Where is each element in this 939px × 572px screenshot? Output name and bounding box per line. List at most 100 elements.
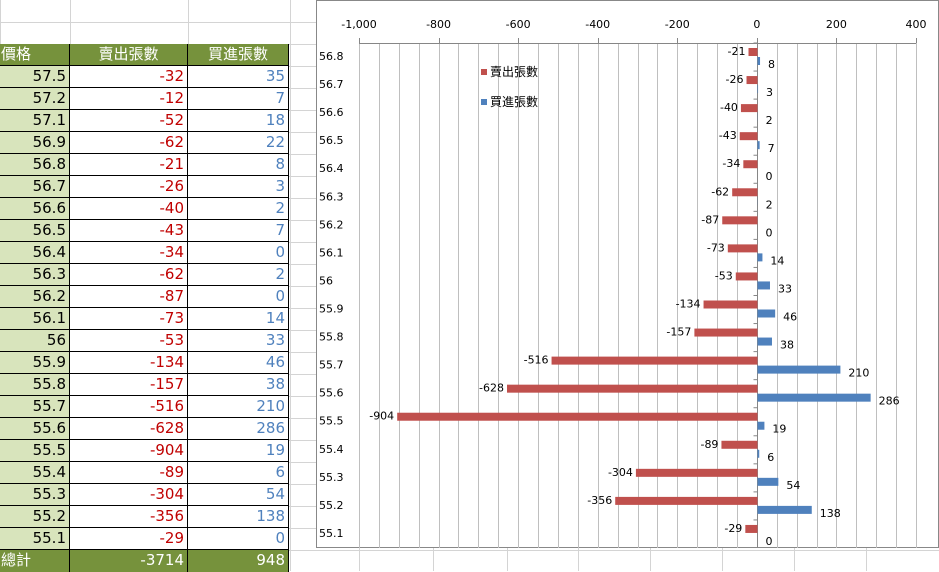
row-buy-lots[interactable]: 286 bbox=[188, 418, 289, 440]
row-buy-lots[interactable]: 14 bbox=[188, 308, 289, 330]
row-price[interactable]: 56.8 bbox=[0, 154, 70, 176]
sell-bar[interactable] bbox=[397, 413, 757, 421]
row-sell-lots[interactable]: -304 bbox=[70, 484, 188, 506]
header-sell-lots[interactable]: 賣出張數 bbox=[70, 44, 188, 66]
row-price[interactable]: 55.1 bbox=[0, 528, 70, 550]
row-price[interactable]: 56.4 bbox=[0, 242, 70, 264]
row-price[interactable]: 55.6 bbox=[0, 418, 70, 440]
row-buy-lots[interactable]: 18 bbox=[188, 110, 289, 132]
row-buy-lots[interactable]: 0 bbox=[188, 242, 289, 264]
row-sell-lots[interactable]: -43 bbox=[70, 220, 188, 242]
header-price[interactable]: 價格 bbox=[0, 44, 70, 66]
row-sell-lots[interactable]: -29 bbox=[70, 528, 188, 550]
sell-bar[interactable] bbox=[741, 104, 758, 112]
sell-bar[interactable] bbox=[747, 76, 758, 84]
row-buy-lots[interactable]: 35 bbox=[188, 66, 289, 88]
row-sell-lots[interactable]: -73 bbox=[70, 308, 188, 330]
row-buy-lots[interactable]: 46 bbox=[188, 352, 289, 374]
row-buy-lots[interactable]: 0 bbox=[188, 528, 289, 550]
row-buy-lots[interactable]: 210 bbox=[188, 396, 289, 418]
row-price[interactable]: 57.2 bbox=[0, 88, 70, 110]
row-buy-lots[interactable]: 22 bbox=[188, 132, 289, 154]
row-buy-lots[interactable]: 19 bbox=[188, 440, 289, 462]
row-price[interactable]: 55.2 bbox=[0, 506, 70, 528]
row-buy-lots[interactable]: 2 bbox=[188, 198, 289, 220]
buy-bar[interactable] bbox=[758, 338, 772, 346]
row-price[interactable]: 56.3 bbox=[0, 264, 70, 286]
row-sell-lots[interactable]: -53 bbox=[70, 330, 188, 352]
sell-bar[interactable] bbox=[636, 469, 758, 477]
row-sell-lots[interactable]: -32 bbox=[70, 66, 188, 88]
row-buy-lots[interactable]: 6 bbox=[188, 462, 289, 484]
row-price[interactable]: 55.5 bbox=[0, 440, 70, 462]
row-sell-lots[interactable]: -62 bbox=[70, 132, 188, 154]
sell-bar[interactable] bbox=[743, 160, 757, 168]
row-price[interactable]: 56.5 bbox=[0, 220, 70, 242]
header-buy-lots[interactable]: 買進張數 bbox=[188, 44, 289, 66]
row-sell-lots[interactable]: -21 bbox=[70, 154, 188, 176]
buy-bar[interactable] bbox=[758, 366, 841, 374]
sell-bar[interactable] bbox=[749, 48, 758, 56]
row-buy-lots[interactable]: 0 bbox=[188, 286, 289, 308]
buy-bar[interactable] bbox=[758, 253, 763, 261]
row-sell-lots[interactable]: -62 bbox=[70, 264, 188, 286]
row-sell-lots[interactable]: -40 bbox=[70, 198, 188, 220]
buy-bar[interactable] bbox=[758, 57, 761, 65]
row-price[interactable]: 56.7 bbox=[0, 176, 70, 198]
row-price[interactable]: 57.1 bbox=[0, 110, 70, 132]
row-sell-lots[interactable]: -628 bbox=[70, 418, 188, 440]
buy-bar[interactable] bbox=[758, 85, 759, 93]
row-price[interactable]: 56 bbox=[0, 330, 70, 352]
row-price[interactable]: 56.2 bbox=[0, 286, 70, 308]
row-sell-lots[interactable]: -904 bbox=[70, 440, 188, 462]
sell-bar[interactable] bbox=[740, 132, 758, 140]
row-buy-lots[interactable]: 38 bbox=[188, 374, 289, 396]
row-buy-lots[interactable]: 7 bbox=[188, 220, 289, 242]
sell-bar[interactable] bbox=[722, 216, 757, 224]
row-sell-lots[interactable]: -52 bbox=[70, 110, 188, 132]
row-buy-lots[interactable]: 8 bbox=[188, 154, 289, 176]
sell-bar[interactable] bbox=[728, 244, 758, 252]
sell-bar[interactable] bbox=[694, 329, 757, 337]
buy-bar[interactable] bbox=[758, 281, 770, 289]
row-sell-lots[interactable]: -356 bbox=[70, 506, 188, 528]
row-sell-lots[interactable]: -89 bbox=[70, 462, 188, 484]
row-sell-lots[interactable]: -516 bbox=[70, 396, 188, 418]
row-price[interactable]: 55.7 bbox=[0, 396, 70, 418]
sell-bar[interactable] bbox=[745, 525, 757, 533]
sell-bar[interactable] bbox=[736, 272, 758, 280]
row-price[interactable]: 55.4 bbox=[0, 462, 70, 484]
sell-bar[interactable] bbox=[732, 188, 757, 196]
buy-bar[interactable] bbox=[758, 422, 765, 430]
buy-bar[interactable] bbox=[758, 506, 812, 514]
row-buy-lots[interactable]: 33 bbox=[188, 330, 289, 352]
row-buy-lots[interactable]: 138 bbox=[188, 506, 289, 528]
total-label[interactable]: 總計 bbox=[0, 550, 70, 572]
buy-bar[interactable] bbox=[758, 310, 776, 318]
row-price[interactable]: 55.8 bbox=[0, 374, 70, 396]
row-price[interactable]: 57.5 bbox=[0, 66, 70, 88]
sell-bar[interactable] bbox=[704, 301, 758, 309]
buy-bar[interactable] bbox=[758, 450, 760, 458]
total-sell[interactable]: -3714 bbox=[70, 550, 188, 572]
sell-bar[interactable] bbox=[721, 441, 757, 449]
sell-bar[interactable] bbox=[552, 357, 758, 365]
buy-bar[interactable] bbox=[758, 141, 760, 149]
row-buy-lots[interactable]: 7 bbox=[188, 88, 289, 110]
buy-bar[interactable] bbox=[758, 478, 779, 486]
sell-bar[interactable] bbox=[507, 385, 757, 393]
row-sell-lots[interactable]: -26 bbox=[70, 176, 188, 198]
row-buy-lots[interactable]: 54 bbox=[188, 484, 289, 506]
row-sell-lots[interactable]: -157 bbox=[70, 374, 188, 396]
row-buy-lots[interactable]: 2 bbox=[188, 264, 289, 286]
row-sell-lots[interactable]: -34 bbox=[70, 242, 188, 264]
row-price[interactable]: 56.6 bbox=[0, 198, 70, 220]
row-sell-lots[interactable]: -12 bbox=[70, 88, 188, 110]
total-buy[interactable]: 948 bbox=[188, 550, 289, 572]
row-sell-lots[interactable]: -134 bbox=[70, 352, 188, 374]
row-price[interactable]: 55.3 bbox=[0, 484, 70, 506]
row-buy-lots[interactable]: 3 bbox=[188, 176, 289, 198]
row-price[interactable]: 55.9 bbox=[0, 352, 70, 374]
row-price[interactable]: 56.1 bbox=[0, 308, 70, 330]
